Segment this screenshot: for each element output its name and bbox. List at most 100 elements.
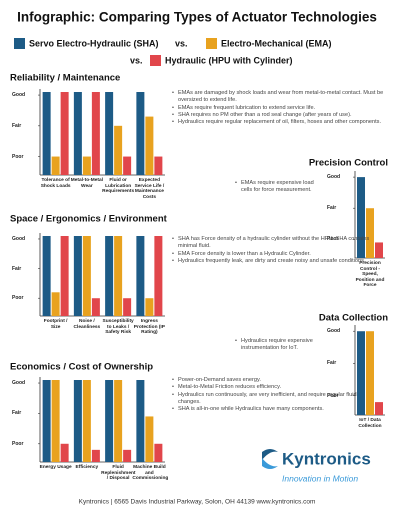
bar — [114, 236, 123, 316]
bar — [105, 92, 114, 175]
bar — [73, 380, 82, 462]
bar — [123, 156, 132, 175]
footer: Kyntronics | 6565 Davis Industrial Parkw… — [79, 499, 316, 506]
x-tick-label: Metal-to-Metal Wear — [70, 178, 103, 189]
x-tick-label: Noise / Cleanliness — [73, 319, 101, 330]
bar — [375, 402, 383, 415]
y-tick-label: Poor — [12, 440, 24, 447]
note-item: Hydraulics run continuously, are very in… — [172, 392, 372, 407]
bar — [154, 443, 163, 462]
bar — [123, 298, 132, 316]
legend-separator: vs. — [175, 38, 188, 48]
x-tick-label: Expected Service Life / Maintenance Cost… — [134, 178, 165, 200]
note-item: Metal-to-Metal Friction reduces efficien… — [172, 384, 372, 392]
note-item: SHA requires no PM other than a rod seal… — [172, 112, 387, 120]
bar — [60, 236, 69, 316]
chart-title: Precision Control — [309, 158, 388, 169]
note-item: Hydraulics require regular replacement o… — [172, 119, 387, 127]
y-tick-label: Good — [12, 92, 26, 99]
bar — [375, 242, 383, 258]
bar — [91, 449, 100, 462]
notes: SHA has Force density of a hydraulic cyl… — [172, 236, 372, 265]
note-item: SHA is all-in-one while Hydraulics have … — [172, 406, 372, 414]
bar — [60, 92, 69, 175]
bar — [123, 449, 132, 462]
bar — [136, 380, 145, 462]
notes: EMAs are damaged by shock loads and wear… — [172, 90, 387, 127]
bar — [105, 236, 114, 316]
y-tick-label: Good — [12, 380, 26, 387]
bar — [114, 380, 123, 462]
legend-swatch — [206, 38, 217, 49]
y-tick-label: Good — [327, 174, 341, 181]
note-item: EMAs are damaged by shock loads and wear… — [172, 90, 387, 105]
bar — [82, 380, 91, 462]
bar — [82, 236, 91, 316]
chart-title: Space / Ergonomics / Environment — [10, 214, 168, 225]
note-item: EMAs require frequent lubrication to ext… — [172, 105, 387, 113]
bar — [136, 236, 145, 316]
chart-title: Data Collection — [319, 313, 388, 324]
y-tick-label: Good — [327, 328, 341, 335]
legend-swatch — [14, 38, 25, 49]
note-item: SHA has Force density of a hydraulic cyl… — [172, 236, 372, 251]
x-tick-label: Energy Usage — [39, 465, 72, 470]
bar — [51, 380, 60, 462]
bar — [51, 292, 60, 316]
bar — [91, 92, 100, 175]
bar — [145, 116, 154, 175]
x-tick-label: Susceptibility to Leaks / Safety Risk — [102, 319, 134, 336]
chart-title: Reliability / Maintenance — [10, 73, 120, 84]
logo-tagline: Innovation in Motion — [282, 473, 358, 483]
bar — [105, 380, 114, 462]
x-tick-label: Footprint / Size — [43, 319, 68, 330]
bar — [145, 416, 154, 462]
bar — [91, 298, 100, 316]
note-item: Power-on-Demand saves energy. — [172, 377, 372, 385]
bar — [366, 331, 374, 415]
y-tick-label: Fair — [12, 410, 22, 417]
x-tick-label: Tolerance of Shock Loads — [40, 178, 71, 189]
notes: Power-on-Demand saves energy.Metal-to-Me… — [172, 377, 372, 414]
y-tick-label: Fair — [327, 205, 337, 212]
note-item: EMAs require expensive load cells for fo… — [235, 180, 323, 195]
bar — [73, 236, 82, 316]
bar — [154, 236, 163, 316]
note-item: EMA Force density is lower than a Hydrau… — [172, 251, 372, 259]
bar — [51, 156, 60, 175]
bar — [42, 380, 51, 462]
bar — [357, 331, 365, 415]
logo-mark — [262, 449, 278, 460]
x-tick-label: Fluid Replenishment / Disposal — [101, 465, 136, 482]
note-item: Hydraulics frequently leak, are dirty an… — [172, 258, 372, 266]
bar — [136, 92, 145, 175]
legend-label: Hydraulic (HPU with Cylinder) — [165, 55, 293, 65]
bar — [145, 298, 154, 316]
chart-title: Economics / Cost of Ownership — [10, 362, 153, 373]
bar — [73, 92, 82, 175]
bar — [154, 156, 163, 175]
bar — [60, 443, 69, 462]
note-item: Hydraulics require expensive instrumenta… — [235, 338, 330, 353]
y-tick-label: Good — [12, 235, 26, 242]
legend-separator: vs. — [130, 55, 143, 65]
x-tick-label: Efficiency — [75, 465, 99, 470]
bar — [357, 177, 365, 258]
title: Infographic: Comparing Types of Actuator… — [17, 10, 377, 25]
logo-name: Kyntronics — [282, 449, 371, 468]
y-tick-label: Poor — [12, 153, 24, 160]
legend-label: Electro-Mechanical (EMA) — [221, 38, 332, 48]
y-tick-label: Poor — [12, 295, 24, 302]
x-tick-label: Fluid or Lubrication Requirements — [102, 178, 135, 195]
legend-label: Servo Electro-Hydraulic (SHA) — [29, 38, 159, 48]
notes: Hydraulics require expensive instrumenta… — [235, 338, 330, 353]
notes: EMAs require expensive load cells for fo… — [235, 180, 323, 195]
logo-mark — [262, 458, 278, 469]
y-tick-label: Fair — [327, 360, 337, 367]
bar — [366, 208, 374, 258]
bar — [82, 156, 91, 175]
y-tick-label: Fair — [12, 265, 22, 272]
x-tick-label: Machine Build and Commissioning — [132, 465, 169, 482]
